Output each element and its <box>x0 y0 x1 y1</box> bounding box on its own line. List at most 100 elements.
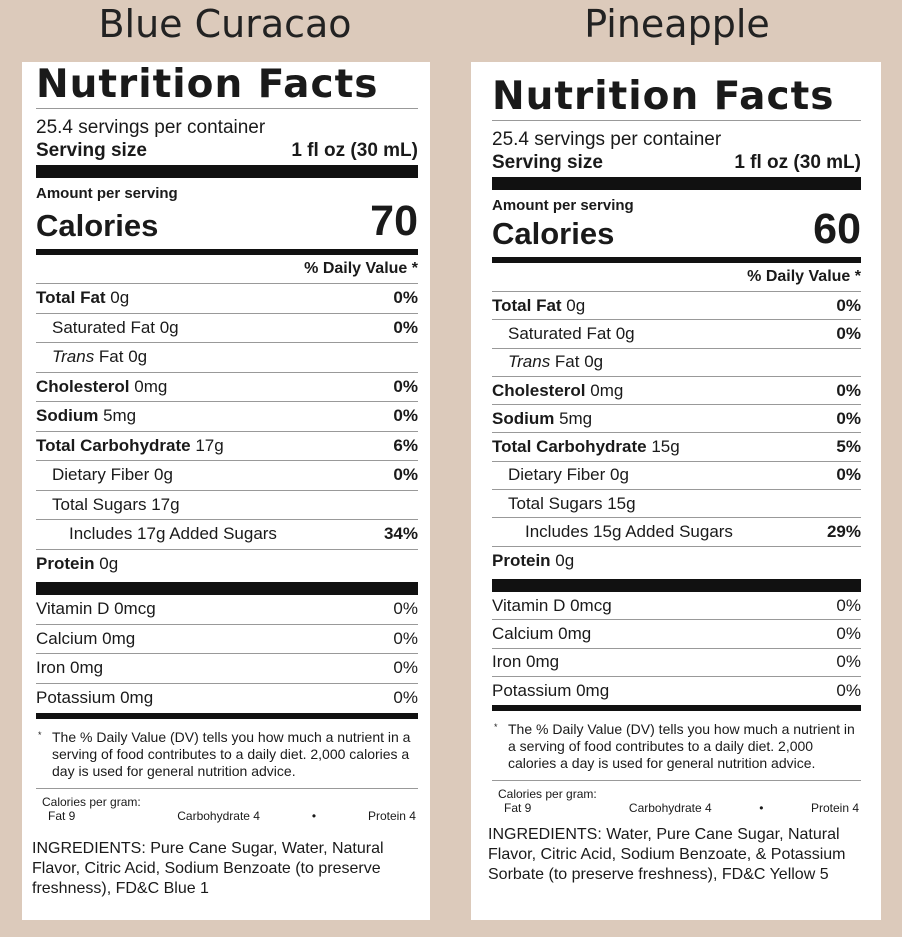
calories-per-gram-values: Fat 9 Carbohydrate 4 • Protein 4 <box>492 801 861 815</box>
trans-fat-label: Fat 0g <box>550 352 604 372</box>
footnote: * The % Daily Value (DV) tells you how m… <box>492 711 861 782</box>
total-fat-pct: 0% <box>393 288 418 308</box>
vitamin-d-row: Vitamin D 0mcg 0% <box>36 595 418 625</box>
daily-value-header: % Daily Value * <box>36 255 418 284</box>
calories-per-gram-label: Calories per gram: <box>42 795 141 809</box>
cholesterol-pct: 0% <box>836 380 861 400</box>
cholesterol-amount: 0mg <box>585 380 624 400</box>
total-carb-amount: 15g <box>646 437 680 457</box>
protein-label: Protein <box>36 554 95 574</box>
ingredients: INGREDIENTS: Water, Pure Cane Sugar, Nat… <box>488 826 846 884</box>
total-fat-pct: 0% <box>836 295 861 315</box>
vitamin-d-row: Vitamin D 0mcg 0% <box>492 592 861 621</box>
iron-label: Iron 0mg <box>36 658 104 678</box>
added-sugars-label: Includes 17g Added Sugars <box>69 524 277 544</box>
protein-amount: 0g <box>94 554 119 574</box>
trans-fat-label: Fat 0g <box>94 347 148 367</box>
sodium-amount: 5mg <box>98 406 137 426</box>
iron-row: Iron 0mg 0% <box>492 649 861 677</box>
serving-size-row: Serving size 1 fl oz (30 mL) <box>36 139 418 165</box>
calories-per-gram: Calories per gram: Fat 9 Carbohydrate 4 … <box>492 781 861 815</box>
sodium-row: Sodium 5mg 0% <box>492 405 861 434</box>
fat-per-gram: Fat 9 <box>48 809 76 823</box>
medium-divider <box>36 249 418 255</box>
protein-amount: 0g <box>550 550 575 570</box>
calcium-row: Calcium 0mg 0% <box>36 625 418 654</box>
vitamin-d-pct: 0% <box>393 599 418 619</box>
amount-per-serving: Amount per serving <box>492 197 634 214</box>
medium-divider <box>36 713 418 719</box>
footnote-asterisk: * <box>494 722 498 733</box>
added-sugars-row: Includes 15g Added Sugars 29% <box>492 518 861 547</box>
protein-label: Protein <box>492 550 551 570</box>
footnote-text: The % Daily Value (DV) tells you how muc… <box>52 729 411 779</box>
calcium-row: Calcium 0mg 0% <box>492 620 861 649</box>
saturated-fat-row: Saturated Fat 0g 0% <box>492 320 861 349</box>
iron-pct: 0% <box>393 658 418 678</box>
footnote-asterisk: * <box>38 730 42 740</box>
trans-fat-italic: Trans <box>508 352 551 372</box>
potassium-pct: 0% <box>836 681 861 700</box>
serving-size-value: 1 fl oz (30 mL) <box>291 140 418 161</box>
serving-size-row: Serving size 1 fl oz (30 mL) <box>492 151 861 177</box>
calories-per-gram-values: Fat 9 Carbohydrate 4 • Protein 4 <box>36 809 418 823</box>
thick-divider <box>492 177 861 190</box>
sodium-row: Sodium 5mg 0% <box>36 402 418 432</box>
footnote-text: The % Daily Value (DV) tells you how muc… <box>508 721 855 772</box>
iron-label: Iron 0mg <box>492 652 560 672</box>
protein-row: Protein 0g <box>492 547 861 575</box>
added-sugars-pct: 29% <box>826 522 861 542</box>
protein-per-gram: Protein 4 <box>810 801 859 816</box>
serving-size-value: 1 fl oz (30 mL) <box>734 152 861 173</box>
saturated-fat-label: Saturated Fat 0g <box>52 317 179 337</box>
cholesterol-row: Cholesterol 0mg 0% <box>492 377 861 406</box>
sodium-label: Sodium <box>492 408 555 428</box>
dietary-fiber-label: Dietary Fiber 0g <box>508 465 629 485</box>
potassium-row: Potassium 0mg 0% <box>492 677 861 705</box>
saturated-fat-pct: 0% <box>393 317 418 337</box>
total-sugars-label: Total Sugars 17g <box>52 494 180 514</box>
cholesterol-pct: 0% <box>393 376 418 396</box>
medium-divider <box>492 705 861 712</box>
calories-label: Calories <box>492 216 615 251</box>
total-fat-row: Total Fat 0g 0% <box>36 284 418 314</box>
calories-per-gram: Calories per gram: Fat 9 Carbohydrate 4 … <box>36 789 418 823</box>
cholesterol-label: Cholesterol <box>492 380 586 400</box>
total-fat-label: Total Fat <box>36 288 106 308</box>
amount-per-serving: Amount per serving <box>36 185 178 202</box>
nutrition-label-pineapple: Nutrition Facts 25.4 servings per contai… <box>471 62 881 920</box>
trans-fat-italic: Trans <box>52 347 95 367</box>
saturated-fat-row: Saturated Fat 0g 0% <box>36 314 418 343</box>
total-carb-row: Total Carbohydrate 17g 6% <box>36 432 418 461</box>
ingredients: INGREDIENTS: Pure Cane Sugar, Water, Nat… <box>32 840 384 897</box>
dietary-fiber-pct: 0% <box>393 465 418 485</box>
total-carb-label: Total Carbohydrate <box>36 435 191 455</box>
cholesterol-label: Cholesterol <box>36 376 130 396</box>
sodium-label: Sodium <box>36 406 99 426</box>
carb-per-gram: Carbohydrate 4 <box>628 801 712 816</box>
carb-per-gram: Carbohydrate 4 <box>177 809 260 823</box>
nutrition-facts-title: Nutrition Facts <box>36 62 418 109</box>
daily-value-header: % Daily Value * <box>492 263 861 292</box>
total-carb-label: Total Carbohydrate <box>492 437 647 457</box>
dietary-fiber-label: Dietary Fiber 0g <box>52 465 173 485</box>
serving-size-label: Serving size <box>36 140 147 161</box>
protein-per-gram: Protein 4 <box>367 809 416 823</box>
total-fat-row: Total Fat 0g 0% <box>492 292 861 321</box>
fat-per-gram: Fat 9 <box>504 801 532 816</box>
total-fat-label: Total Fat <box>492 295 562 315</box>
total-fat-amount: 0g <box>561 295 586 315</box>
thick-divider <box>36 582 418 595</box>
protein-row: Protein 0g <box>36 550 418 580</box>
footnote: * The % Daily Value (DV) tells you how m… <box>36 719 418 789</box>
calories-label: Calories <box>36 208 159 243</box>
thick-divider <box>36 165 418 178</box>
calcium-pct: 0% <box>836 623 861 643</box>
product-title-blue-curacao: Blue Curacao <box>98 2 352 46</box>
calories-value: 60 <box>813 205 861 253</box>
total-carb-amount: 17g <box>190 435 224 455</box>
cholesterol-amount: 0mg <box>129 376 168 396</box>
total-sugars-label: Total Sugars 15g <box>508 493 636 513</box>
vitamin-d-label: Vitamin D 0mcg <box>492 595 612 615</box>
serving-size-label: Serving size <box>492 152 603 173</box>
